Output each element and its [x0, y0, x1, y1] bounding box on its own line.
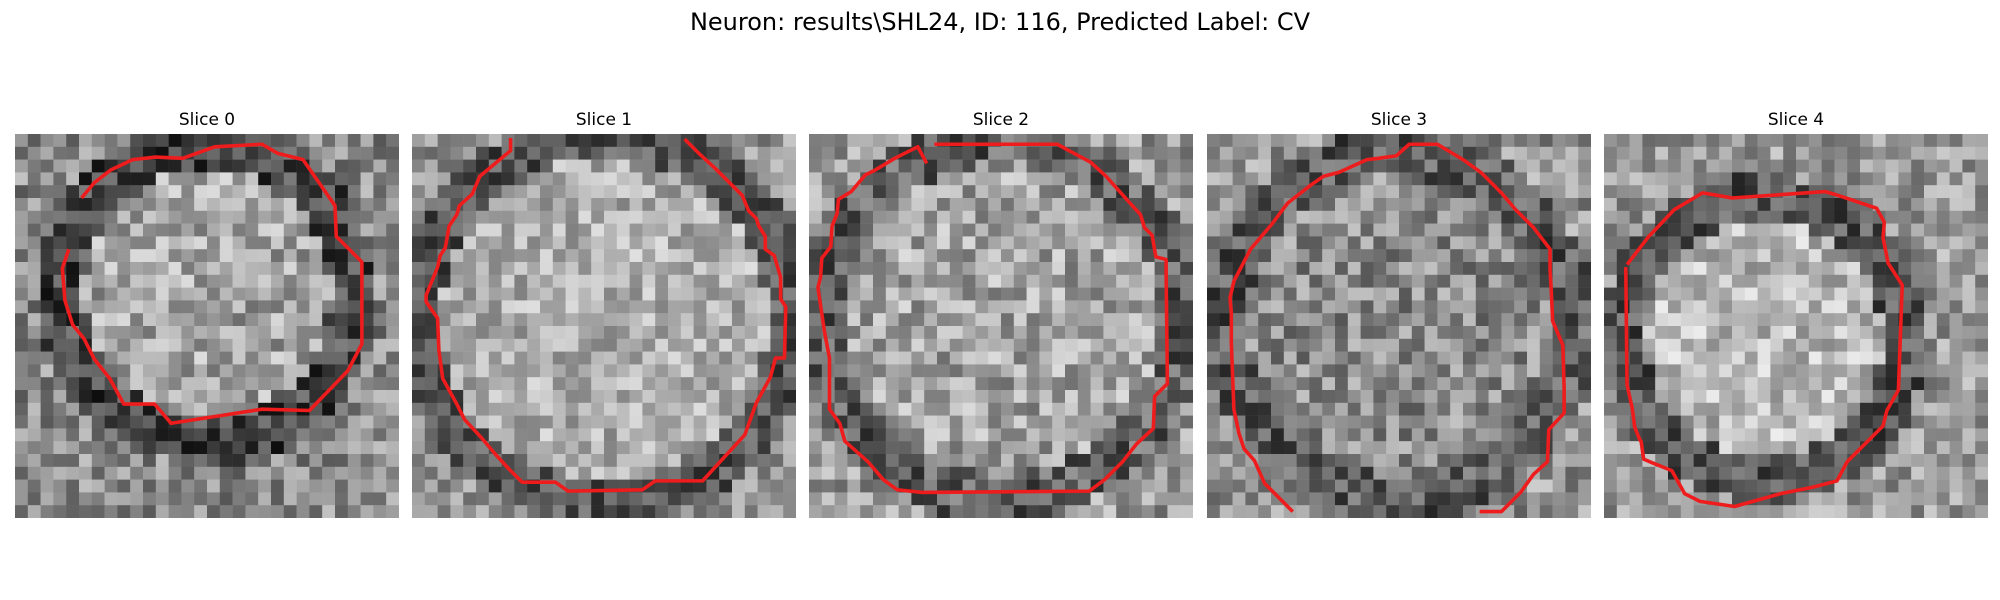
contour-line-4 — [1623, 189, 1905, 509]
figure-title: Neuron: results\SHL24, ID: 116, Predicte… — [689, 8, 1311, 36]
slice-title-2: Slice 2 — [972, 110, 1030, 130]
slice-image-3 — [1207, 134, 1591, 518]
slice-title-1: Slice 1 — [575, 110, 633, 130]
slice-title-3: Slice 3 — [1370, 110, 1428, 130]
slice-image-1 — [412, 134, 796, 518]
slice-title-0: Slice 0 — [178, 110, 236, 130]
contour-line-0 — [60, 142, 364, 426]
slice-title-4: Slice 4 — [1767, 110, 1825, 130]
contour-line-1a — [424, 137, 788, 493]
slice-image-4 — [1604, 134, 1988, 518]
contour-line-3a — [1228, 142, 1566, 514]
slice-image-2 — [809, 134, 1193, 518]
slice-image-0 — [15, 134, 399, 518]
contour-line-2 — [816, 142, 1170, 495]
